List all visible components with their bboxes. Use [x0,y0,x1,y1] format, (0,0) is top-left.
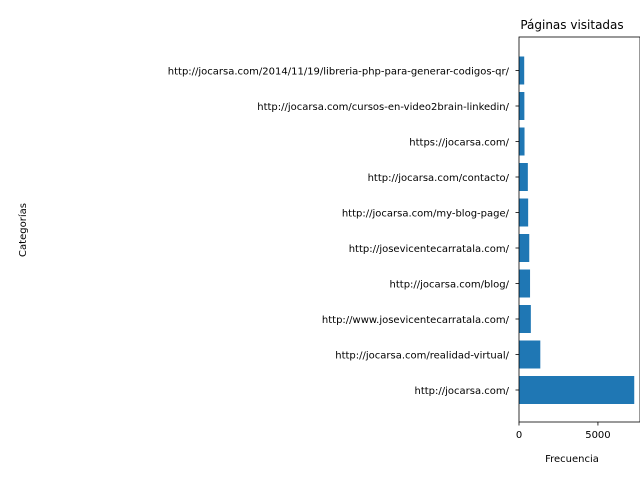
y-tick-label: http://jocarsa.com/my-blog-page/ [342,209,510,220]
y-tick-label: http://jocarsa.com/contacto/ [368,173,510,184]
y-tick-label: http://josevicentecarratala.com/ [349,244,510,255]
y-tick-label: http://jocarsa.com/2014/11/19/libreria-p… [168,67,510,78]
bar [519,376,635,404]
x-tick-label: 0 [516,430,522,441]
x-tick-label: 5000 [585,430,610,441]
bar [519,198,529,227]
y-axis-ticks: http://jocarsa.com/http://jocarsa.com/re… [168,67,519,397]
bar [519,340,541,369]
bar [519,305,531,333]
x-axis-ticks: 0 5000 [516,422,611,441]
bar [519,163,528,191]
plot-frame [518,36,640,423]
chart-title: Páginas visitadas [520,18,623,32]
y-tick-label: http://jocarsa.com/blog/ [390,280,510,291]
y-axis-label: Categorías [17,203,29,257]
y-tick-label: http://jocarsa.com/ [414,386,509,397]
y-tick-label: http://www.josevicentecarratala.com/ [322,315,510,326]
bar [519,92,525,120]
x-axis-label: Frecuencia [545,454,599,465]
y-tick-label: http://jocarsa.com/cursos-en-video2brain… [257,102,509,113]
bar [519,56,525,85]
y-tick-label: https://jocarsa.com/ [409,138,509,149]
bars-group [519,56,635,404]
bar [519,269,531,298]
y-tick-label: http://jocarsa.com/realidad-virtual/ [335,351,509,362]
bar [519,127,525,156]
bar [519,234,530,262]
